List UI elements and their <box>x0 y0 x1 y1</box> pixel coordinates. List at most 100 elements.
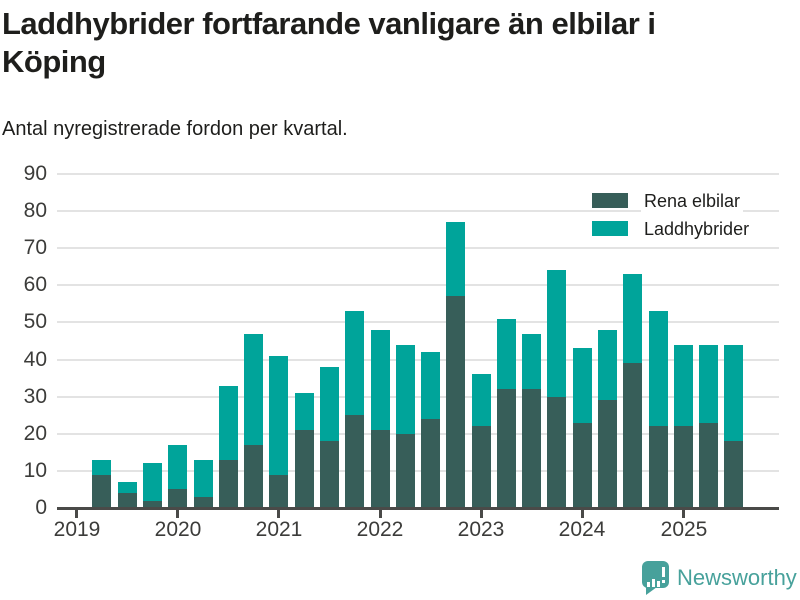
bar-slot <box>64 174 89 508</box>
gridline-50 <box>57 321 779 323</box>
chart-subtitle: Antal nyregistrerade fordon per kvartal. <box>2 118 348 140</box>
bar-2024-Q4 <box>648 311 668 508</box>
bar-segment-rena-elbilar <box>699 423 719 508</box>
bar-2023-Q2 <box>496 319 516 508</box>
bar-segment-rena-elbilar <box>446 296 466 508</box>
bar-segment-laddhybrider <box>193 460 213 497</box>
bar-segment-rena-elbilar <box>623 363 643 508</box>
gridline-40 <box>57 359 779 361</box>
bar-segment-laddhybrider <box>724 345 744 441</box>
bar-2021-Q2 <box>294 393 314 508</box>
bar-2021-Q3 <box>319 367 339 508</box>
bar-slot <box>494 174 519 508</box>
bar-segment-laddhybrider <box>522 334 542 389</box>
logo-chart-bar-icon <box>647 582 650 587</box>
x-axis-label-2022: 2022 <box>356 518 404 541</box>
bar-2021-Q4 <box>345 311 365 508</box>
bar-segment-laddhybrider <box>496 319 516 389</box>
bar-2025-Q2 <box>699 345 719 508</box>
bar-segment-rena-elbilar <box>724 441 744 508</box>
gridline-30 <box>57 396 779 398</box>
bar-segment-laddhybrider <box>117 482 137 493</box>
logo-bubble-tail <box>646 587 657 595</box>
bar-2019-Q3 <box>117 482 137 508</box>
bar-segment-rena-elbilar <box>572 423 592 508</box>
logo-exclamation-dot <box>662 580 665 583</box>
x-axis-label-2023: 2023 <box>457 518 505 541</box>
newsworthy-logo: Newsworthy <box>642 561 797 595</box>
bar-slot <box>418 174 443 508</box>
bar-segment-laddhybrider <box>598 330 618 400</box>
bar-segment-rena-elbilar <box>294 430 314 508</box>
bar-segment-rena-elbilar <box>522 389 542 508</box>
legend-label-rena-elbilar: Rena elbilar <box>641 188 744 213</box>
bar-2025-Q1 <box>673 345 693 508</box>
bar-segment-rena-elbilar <box>269 475 289 508</box>
bars-layer <box>64 174 772 508</box>
x-tick-2024 <box>581 510 584 518</box>
legend-swatch-laddhybrider <box>592 221 628 236</box>
bar-segment-rena-elbilar <box>193 497 213 508</box>
bar-slot <box>367 174 392 508</box>
bar-2022-Q2 <box>395 345 415 508</box>
legend-item-rena-elbilar: Rena elbilar <box>592 188 752 213</box>
bar-2020-Q2 <box>193 460 213 508</box>
y-axis-label-90: 90 <box>23 162 47 185</box>
bar-segment-laddhybrider <box>370 330 390 430</box>
y-axis-label-50: 50 <box>23 310 47 333</box>
bar-segment-rena-elbilar <box>395 434 415 508</box>
plot-area <box>57 173 779 508</box>
bar-slot <box>519 174 544 508</box>
bar-segment-laddhybrider <box>699 345 719 423</box>
bar-2024-Q3 <box>623 274 643 508</box>
gridline-60 <box>57 284 779 286</box>
y-axis-label-0: 0 <box>35 496 47 519</box>
x-tick-2020 <box>176 510 179 518</box>
bar-slot <box>721 174 746 508</box>
logo-chart-bar-icon <box>652 579 655 587</box>
bar-slot <box>140 174 165 508</box>
x-axis-label-2024: 2024 <box>558 518 606 541</box>
bar-segment-rena-elbilar <box>218 460 238 508</box>
x-axis-label-2019: 2019 <box>53 518 101 541</box>
y-axis-label-80: 80 <box>23 199 47 222</box>
bar-slot <box>190 174 215 508</box>
x-axis-ticks <box>57 510 779 519</box>
x-axis-label-2025: 2025 <box>660 518 708 541</box>
bar-2024-Q2 <box>598 330 618 508</box>
y-axis-label-40: 40 <box>23 348 47 371</box>
bar-2020-Q4 <box>244 334 264 508</box>
bar-2022-Q3 <box>421 352 441 508</box>
bar-segment-laddhybrider <box>395 345 415 434</box>
bar-slot <box>696 174 721 508</box>
y-axis-label-70: 70 <box>23 236 47 259</box>
legend-swatch-rena-elbilar <box>592 193 628 208</box>
bar-segment-rena-elbilar <box>345 415 365 508</box>
bar-segment-rena-elbilar <box>168 489 188 508</box>
bar-slot <box>342 174 367 508</box>
gridline-90 <box>57 173 779 175</box>
bar-2023-Q3 <box>522 334 542 508</box>
bar-segment-laddhybrider <box>244 334 264 445</box>
bar-2019-Q4 <box>142 463 162 508</box>
x-axis-labels: 2019 2020 2021 2022 2023 2024 2025 <box>54 518 779 544</box>
bar-slot <box>241 174 266 508</box>
x-tick-2019 <box>75 510 78 518</box>
x-axis-label-2020: 2020 <box>154 518 202 541</box>
legend-item-laddhybrider: Laddhybrider <box>592 216 753 241</box>
gridline-70 <box>57 247 779 249</box>
bar-segment-laddhybrider <box>547 270 567 397</box>
chart-title-line2: Köping <box>2 44 106 79</box>
bar-segment-laddhybrider <box>218 386 238 460</box>
logo-chart-bar-icon <box>657 581 660 587</box>
y-axis-label-10: 10 <box>23 459 47 482</box>
chart-title-line1: Laddhybrider fortfarande vanligare än el… <box>2 6 656 41</box>
bar-slot <box>595 174 620 508</box>
bar-slot <box>645 174 670 508</box>
bar-slot <box>671 174 696 508</box>
bar-segment-rena-elbilar <box>92 475 112 508</box>
bar-2024-Q1 <box>572 348 592 508</box>
bar-2025-Q3 <box>724 345 744 508</box>
bar-segment-laddhybrider <box>345 311 365 415</box>
bar-2023-Q4 <box>547 270 567 508</box>
